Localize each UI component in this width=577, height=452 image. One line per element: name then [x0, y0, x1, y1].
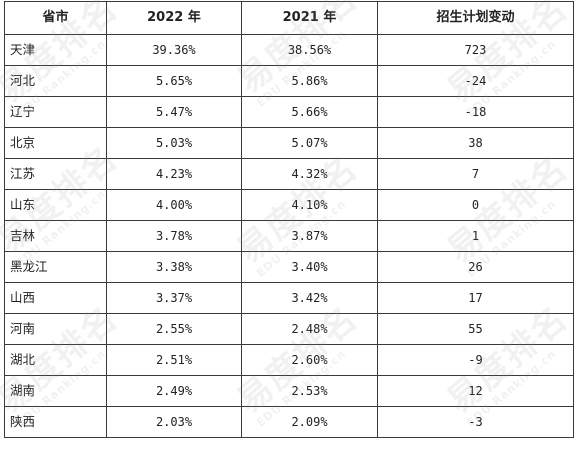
cell-change: 38: [377, 127, 574, 159]
cell-change: -9: [377, 344, 574, 376]
table-row: 山西 3.37% 3.42% 17: [4, 282, 574, 314]
header-enrollment-change: 招生计划变动: [377, 1, 574, 35]
enrollment-table: 省市 2022 年 2021 年 招生计划变动 天津 39.36% 38.56%…: [4, 1, 574, 438]
table-row: 湖北 2.51% 2.60% -9: [4, 344, 574, 376]
cell-province: 天津: [4, 34, 107, 66]
cell-2022: 3.38%: [106, 251, 242, 283]
cell-2021: 4.10%: [241, 189, 378, 221]
cell-2021: 2.48%: [241, 313, 378, 345]
table-row: 陕西 2.03% 2.09% -3: [4, 406, 574, 438]
cell-province: 山西: [4, 282, 107, 314]
cell-change: 12: [377, 375, 574, 407]
cell-change: 26: [377, 251, 574, 283]
cell-province: 辽宁: [4, 96, 107, 128]
table-row: 河南 2.55% 2.48% 55: [4, 313, 574, 345]
cell-2021: 4.32%: [241, 158, 378, 190]
table-row: 北京 5.03% 5.07% 38: [4, 127, 574, 159]
cell-2022: 5.03%: [106, 127, 242, 159]
table-row: 吉林 3.78% 3.87% 1: [4, 220, 574, 252]
table-row: 江苏 4.23% 4.32% 7: [4, 158, 574, 190]
table-row: 湖南 2.49% 2.53% 12: [4, 375, 574, 407]
cell-2022: 5.47%: [106, 96, 242, 128]
table-row: 河北 5.65% 5.86% -24: [4, 65, 574, 97]
cell-2021: 5.66%: [241, 96, 378, 128]
enrollment-table-container: 省市 2022 年 2021 年 招生计划变动 天津 39.36% 38.56%…: [4, 1, 574, 438]
cell-2021: 3.87%: [241, 220, 378, 252]
cell-2022: 39.36%: [106, 34, 242, 66]
cell-2021: 38.56%: [241, 34, 378, 66]
cell-2022: 3.37%: [106, 282, 242, 314]
cell-2022: 3.78%: [106, 220, 242, 252]
cell-province: 湖北: [4, 344, 107, 376]
cell-2021: 2.09%: [241, 406, 378, 438]
cell-change: -18: [377, 96, 574, 128]
cell-change: 1: [377, 220, 574, 252]
cell-province: 河北: [4, 65, 107, 97]
cell-change: 723: [377, 34, 574, 66]
cell-2021: 2.53%: [241, 375, 378, 407]
cell-2022: 2.55%: [106, 313, 242, 345]
cell-province: 山东: [4, 189, 107, 221]
table-row: 天津 39.36% 38.56% 723: [4, 34, 574, 66]
cell-change: 7: [377, 158, 574, 190]
cell-2022: 2.49%: [106, 375, 242, 407]
cell-2022: 2.51%: [106, 344, 242, 376]
cell-change: 0: [377, 189, 574, 221]
cell-2021: 5.86%: [241, 65, 378, 97]
cell-change: -3: [377, 406, 574, 438]
cell-province: 黑龙江: [4, 251, 107, 283]
cell-province: 吉林: [4, 220, 107, 252]
cell-2022: 4.23%: [106, 158, 242, 190]
table-row: 山东 4.00% 4.10% 0: [4, 189, 574, 221]
cell-2021: 3.42%: [241, 282, 378, 314]
cell-province: 陕西: [4, 406, 107, 438]
table-row: 辽宁 5.47% 5.66% -18: [4, 96, 574, 128]
header-2022: 2022 年: [106, 1, 242, 35]
cell-2021: 2.60%: [241, 344, 378, 376]
header-province: 省市: [4, 1, 107, 35]
header-2021: 2021 年: [241, 1, 378, 35]
cell-change: 17: [377, 282, 574, 314]
cell-change: -24: [377, 65, 574, 97]
cell-province: 河南: [4, 313, 107, 345]
table-body: 天津 39.36% 38.56% 723 河北 5.65% 5.86% -24 …: [4, 34, 574, 438]
cell-2022: 2.03%: [106, 406, 242, 438]
cell-2021: 5.07%: [241, 127, 378, 159]
cell-2022: 4.00%: [106, 189, 242, 221]
header-row: 省市 2022 年 2021 年 招生计划变动: [4, 1, 574, 35]
cell-2021: 3.40%: [241, 251, 378, 283]
cell-province: 江苏: [4, 158, 107, 190]
cell-2022: 5.65%: [106, 65, 242, 97]
table-header: 省市 2022 年 2021 年 招生计划变动: [4, 1, 574, 35]
cell-province: 北京: [4, 127, 107, 159]
cell-province: 湖南: [4, 375, 107, 407]
cell-change: 55: [377, 313, 574, 345]
table-row: 黑龙江 3.38% 3.40% 26: [4, 251, 574, 283]
